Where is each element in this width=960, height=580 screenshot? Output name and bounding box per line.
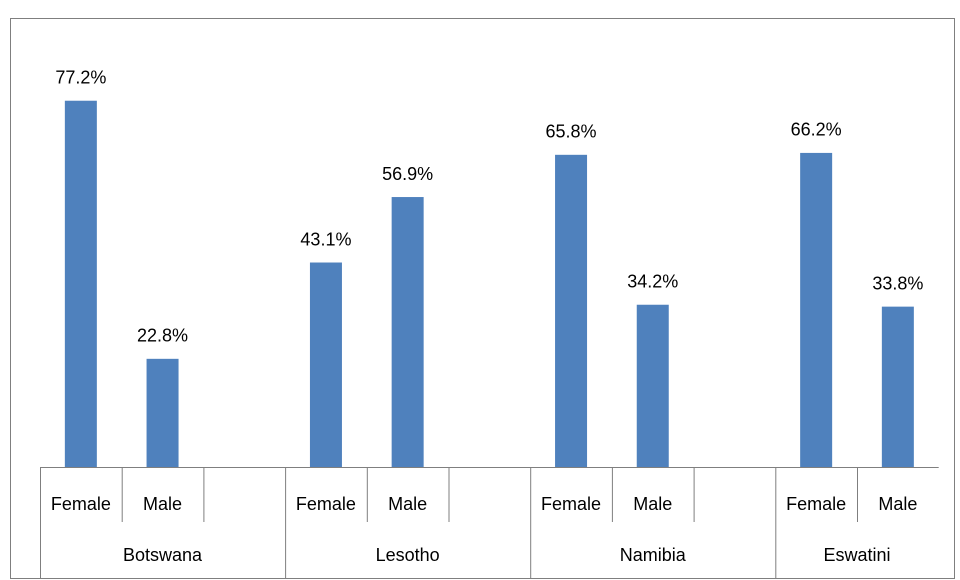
data-label: 66.2% xyxy=(791,120,842,140)
x-tick-label: Female xyxy=(541,494,601,514)
group-label: Botswana xyxy=(123,545,203,565)
group-label: Lesotho xyxy=(376,545,440,565)
x-tick-label: Male xyxy=(143,494,182,514)
x-tick-label: Female xyxy=(51,494,111,514)
bar xyxy=(881,306,914,467)
bar xyxy=(309,262,342,467)
chart-frame xyxy=(10,18,955,579)
x-tick-label: Male xyxy=(878,494,917,514)
bar xyxy=(64,100,97,468)
x-tick-label: Male xyxy=(388,494,427,514)
data-label: 43.1% xyxy=(300,229,351,249)
x-tick-label: Female xyxy=(786,494,846,514)
x-tick-label: Female xyxy=(296,494,356,514)
bar xyxy=(555,154,588,467)
data-label: 33.8% xyxy=(872,273,923,293)
bar xyxy=(146,358,179,467)
group-label: Namibia xyxy=(620,545,687,565)
x-tick-label: Male xyxy=(633,494,672,514)
data-label: 34.2% xyxy=(627,271,678,291)
data-label: 77.2% xyxy=(55,67,106,87)
data-label: 65.8% xyxy=(546,122,597,142)
bar xyxy=(391,197,424,467)
data-label: 56.9% xyxy=(382,164,433,184)
bar xyxy=(800,152,833,467)
group-label: Eswatini xyxy=(823,545,890,565)
data-label: 22.8% xyxy=(137,326,188,346)
bar xyxy=(636,304,669,467)
